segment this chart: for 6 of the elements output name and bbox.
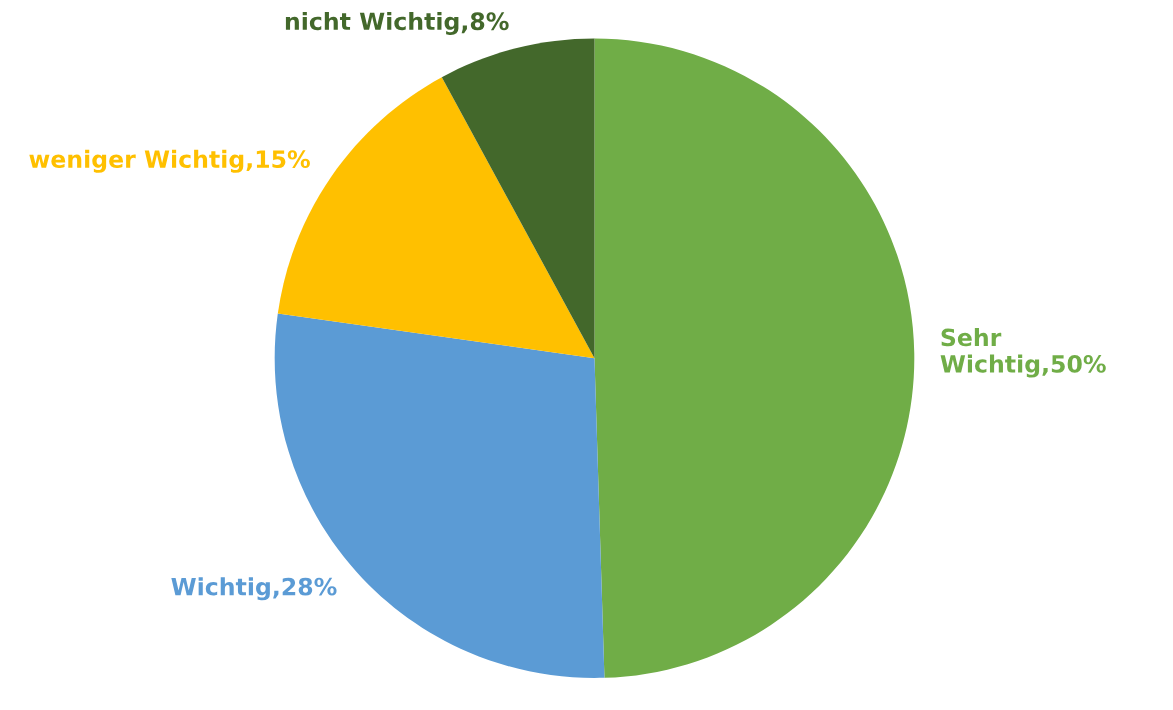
slice-label: Sehr Wichtig,50% xyxy=(940,328,1106,378)
pie-slice xyxy=(594,38,915,678)
slice-label: nicht Wichtig,8% xyxy=(285,11,509,35)
slice-label: weniger Wichtig,15% xyxy=(29,149,310,173)
pie-slice xyxy=(441,38,595,359)
slice-label: Wichtig,28% xyxy=(171,577,337,601)
